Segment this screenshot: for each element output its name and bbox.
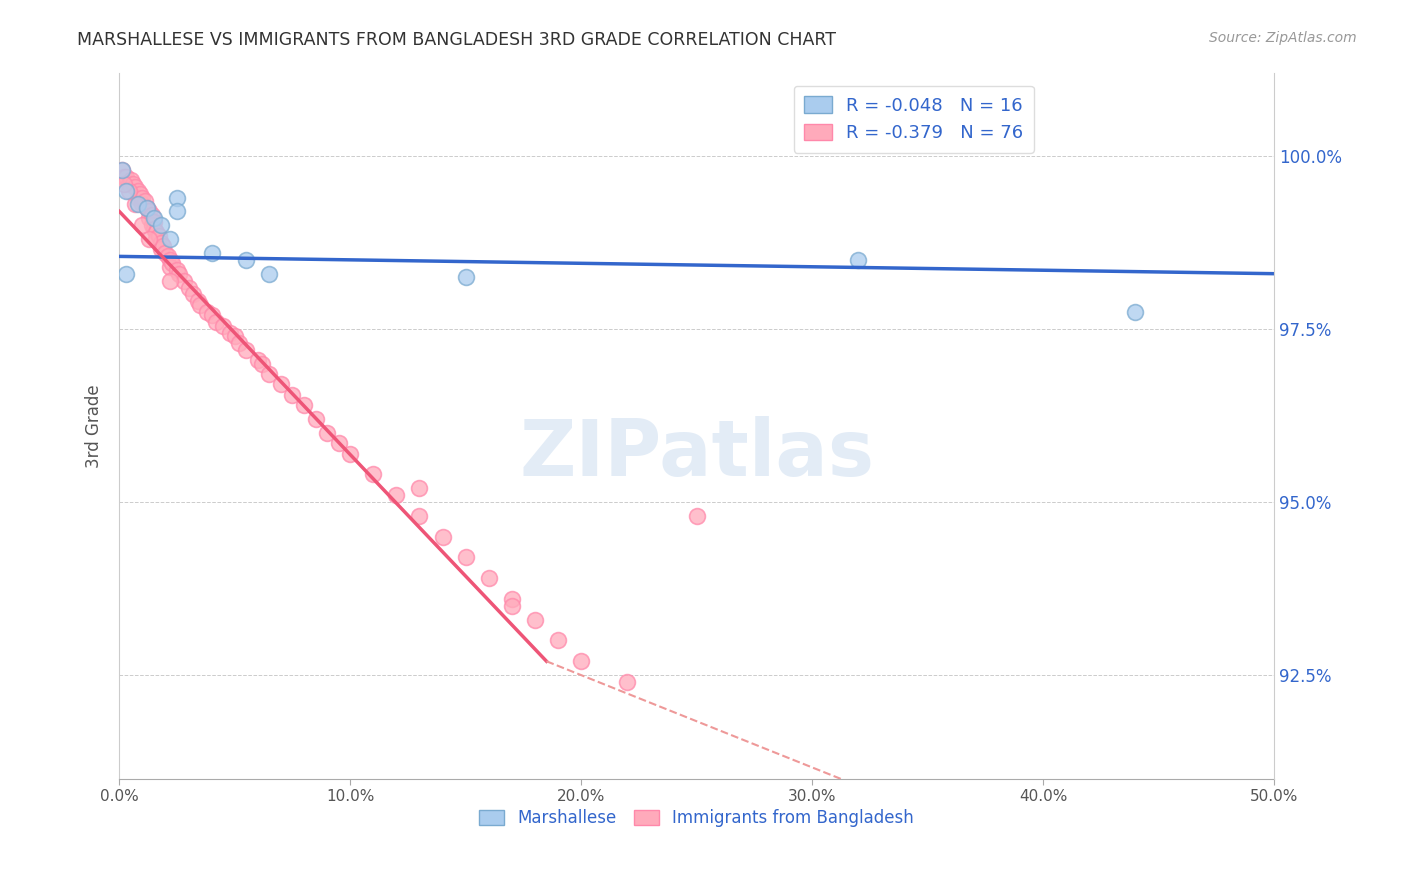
Point [141, 219, 163, 233]
Point [127, 197, 149, 211]
Point [224, 329, 246, 343]
Point [304, 412, 326, 426]
Point [117, 177, 139, 191]
Point [152, 239, 174, 253]
Point [616, 675, 638, 690]
Point [259, 267, 281, 281]
Point [270, 377, 292, 392]
Point [112, 169, 135, 184]
Point [547, 633, 569, 648]
Text: ZIPatlas: ZIPatlas [519, 417, 875, 492]
Point [141, 208, 163, 222]
Point [149, 235, 172, 250]
Point [127, 190, 149, 204]
Point [117, 184, 139, 198]
Point [142, 211, 165, 226]
Point [115, 184, 138, 198]
Point [523, 613, 546, 627]
Point [259, 367, 281, 381]
Point [110, 162, 132, 177]
Point [138, 211, 160, 226]
Point [166, 190, 188, 204]
Point [246, 353, 269, 368]
Point [149, 243, 172, 257]
Point [363, 467, 385, 482]
Point [181, 287, 204, 301]
Point [136, 201, 159, 215]
Point [685, 508, 707, 523]
Point [129, 187, 152, 202]
Point [122, 177, 145, 191]
Legend: Marshallese, Immigrants from Bangladesh: Marshallese, Immigrants from Bangladesh [472, 803, 921, 834]
Point [339, 447, 361, 461]
Point [201, 246, 224, 260]
Point [166, 263, 188, 277]
Point [188, 298, 211, 312]
Point [131, 219, 153, 233]
Point [432, 530, 454, 544]
Point [1125, 304, 1147, 318]
Point [235, 343, 257, 357]
Point [169, 267, 191, 281]
Point [112, 177, 135, 191]
Point [142, 221, 165, 235]
Point [115, 267, 138, 281]
Point [142, 215, 165, 229]
Point [177, 280, 200, 294]
Point [159, 260, 181, 274]
Point [155, 246, 177, 260]
Point [501, 591, 523, 606]
Point [159, 252, 181, 267]
Point [316, 425, 339, 440]
Point [145, 225, 167, 239]
Point [201, 308, 224, 322]
Point [131, 197, 153, 211]
Point [219, 326, 242, 340]
Point [166, 204, 188, 219]
Point [205, 315, 228, 329]
Point [385, 488, 408, 502]
Text: Source: ZipAtlas.com: Source: ZipAtlas.com [1209, 31, 1357, 45]
Text: MARSHALLESE VS IMMIGRANTS FROM BANGLADESH 3RD GRADE CORRELATION CHART: MARSHALLESE VS IMMIGRANTS FROM BANGLADES… [77, 31, 837, 49]
Point [228, 335, 250, 350]
Point [149, 219, 172, 233]
Point [454, 550, 477, 565]
Point [478, 571, 501, 585]
Point [187, 294, 209, 309]
Point [127, 184, 149, 198]
Point [148, 228, 170, 243]
Point [162, 256, 184, 270]
Point [136, 201, 159, 215]
Point [134, 194, 156, 208]
Point [120, 173, 142, 187]
Point [212, 318, 235, 333]
Point [131, 190, 153, 204]
Point [115, 169, 138, 184]
Point [846, 252, 869, 267]
Point [569, 654, 592, 668]
Point [328, 436, 350, 450]
Point [156, 249, 179, 263]
Point [159, 232, 181, 246]
Point [173, 274, 195, 288]
Point [408, 481, 430, 495]
Point [281, 388, 304, 402]
Point [159, 274, 181, 288]
Point [124, 180, 146, 194]
Point [138, 232, 160, 246]
Point [195, 304, 218, 318]
Point [110, 162, 132, 177]
Point [501, 599, 523, 613]
Point [408, 508, 430, 523]
Point [124, 197, 146, 211]
Point [145, 232, 167, 246]
Point [235, 252, 257, 267]
Point [454, 270, 477, 285]
Point [292, 398, 315, 412]
Point [138, 204, 160, 219]
Point [252, 357, 274, 371]
Y-axis label: 3rd Grade: 3rd Grade [86, 384, 103, 467]
